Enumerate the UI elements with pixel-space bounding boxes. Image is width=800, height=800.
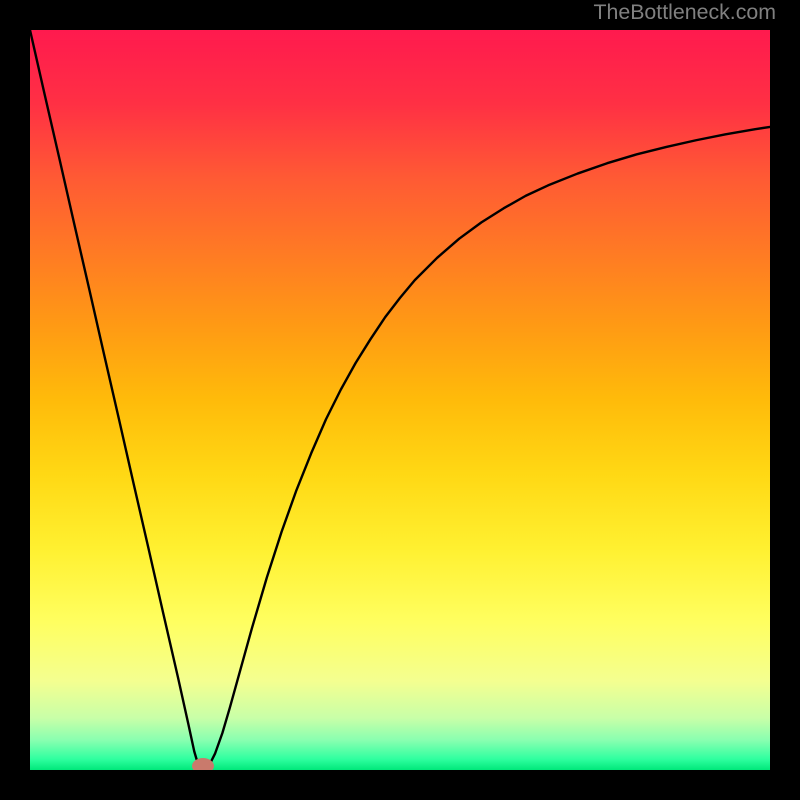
watermark-text: TheBottleneck.com bbox=[593, 0, 776, 25]
chart-frame bbox=[0, 0, 800, 800]
